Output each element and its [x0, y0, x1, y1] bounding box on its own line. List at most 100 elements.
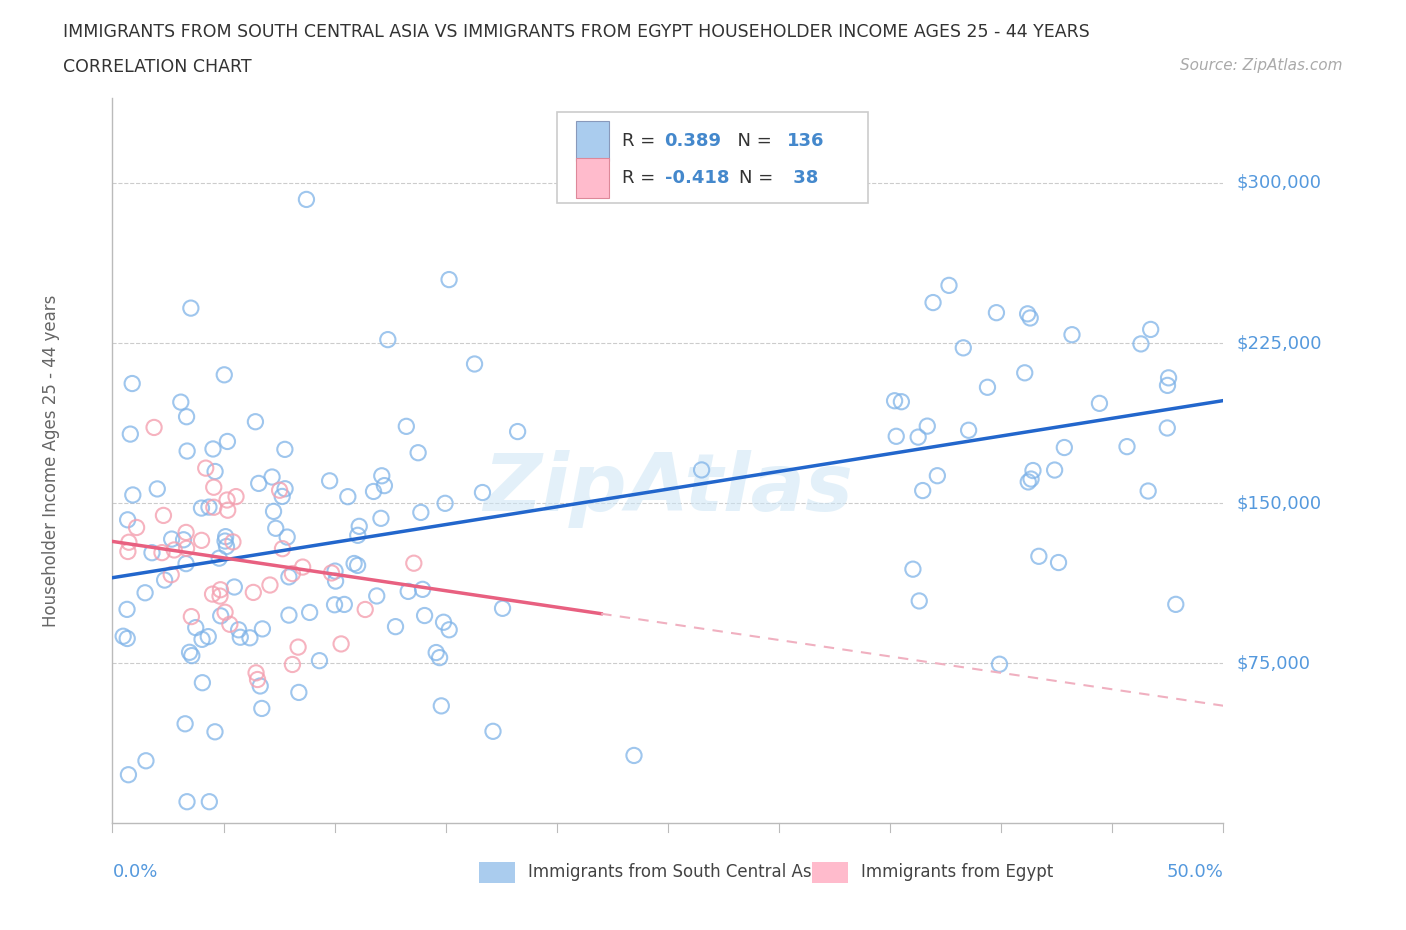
Text: IMMIGRANTS FROM SOUTH CENTRAL ASIA VS IMMIGRANTS FROM EGYPT HOUSEHOLDER INCOME A: IMMIGRANTS FROM SOUTH CENTRAL ASIA VS IM…: [63, 23, 1090, 41]
Point: [174, 716, 197, 731]
Point: [218, 617, 240, 631]
Point: [190, 500, 212, 515]
Point: [174, 525, 197, 540]
Point: [308, 653, 330, 668]
Point: [246, 672, 269, 687]
Point: [117, 767, 139, 782]
Point: [1129, 337, 1152, 352]
FancyBboxPatch shape: [813, 862, 848, 883]
Point: [1043, 462, 1066, 477]
FancyBboxPatch shape: [575, 158, 609, 198]
Point: [890, 394, 912, 409]
Point: [911, 483, 934, 498]
Point: [225, 489, 247, 504]
Point: [482, 724, 505, 738]
Point: [184, 620, 207, 635]
Point: [197, 630, 219, 644]
Point: [264, 521, 287, 536]
Point: [321, 565, 343, 580]
Point: [252, 621, 274, 636]
Point: [198, 794, 221, 809]
Point: [112, 629, 135, 644]
Point: [986, 305, 1008, 320]
Point: [153, 573, 176, 588]
Point: [262, 470, 284, 485]
Point: [318, 473, 340, 488]
Point: [384, 619, 406, 634]
Point: [176, 541, 198, 556]
Point: [333, 597, 356, 612]
Point: [271, 541, 294, 556]
Point: [491, 601, 513, 616]
Point: [247, 476, 270, 491]
Text: 50.0%: 50.0%: [1167, 863, 1223, 881]
Point: [434, 496, 457, 511]
Point: [907, 430, 929, 445]
Point: [245, 665, 267, 680]
Point: [173, 532, 195, 547]
Point: [217, 434, 239, 449]
Point: [276, 529, 298, 544]
Point: [277, 569, 299, 584]
Point: [163, 542, 186, 557]
Point: [1137, 484, 1160, 498]
Point: [1017, 306, 1039, 321]
Point: [118, 535, 141, 550]
Point: [152, 508, 174, 523]
Point: [429, 650, 451, 665]
Point: [176, 444, 198, 458]
Point: [209, 608, 232, 623]
Text: Householder Income Ages 25 - 44 years: Householder Income Ages 25 - 44 years: [42, 294, 60, 627]
Point: [395, 418, 418, 433]
Point: [346, 528, 368, 543]
Point: [190, 533, 212, 548]
Point: [295, 192, 318, 206]
Point: [224, 579, 246, 594]
Point: [180, 300, 202, 315]
Point: [287, 640, 309, 655]
Point: [201, 442, 224, 457]
Point: [690, 462, 713, 477]
FancyBboxPatch shape: [479, 862, 515, 883]
Point: [143, 420, 166, 435]
Point: [901, 562, 924, 577]
Point: [988, 657, 1011, 671]
Point: [259, 578, 281, 592]
Point: [115, 602, 138, 617]
Point: [160, 567, 183, 582]
Point: [1019, 472, 1042, 486]
Point: [135, 753, 157, 768]
Point: [330, 636, 353, 651]
Point: [1017, 474, 1039, 489]
Point: [179, 644, 201, 659]
Point: [1047, 555, 1070, 570]
Point: [204, 464, 226, 479]
Point: [402, 556, 425, 571]
Point: [927, 469, 949, 484]
Point: [917, 418, 939, 433]
Point: [413, 608, 436, 623]
FancyBboxPatch shape: [557, 113, 868, 203]
Point: [377, 332, 399, 347]
Point: [160, 532, 183, 547]
Point: [1156, 420, 1178, 435]
Text: R =: R =: [623, 169, 661, 187]
Point: [406, 445, 429, 460]
Point: [1088, 396, 1111, 411]
Point: [214, 529, 236, 544]
Point: [201, 587, 224, 602]
Point: [174, 556, 197, 571]
Text: R =: R =: [623, 132, 661, 150]
Point: [229, 630, 252, 644]
Point: [373, 478, 395, 493]
Point: [202, 499, 225, 514]
Point: [323, 597, 346, 612]
Point: [425, 645, 447, 660]
Point: [245, 414, 267, 429]
Point: [204, 724, 226, 739]
Point: [242, 585, 264, 600]
Point: [430, 698, 453, 713]
Point: [366, 589, 388, 604]
Text: $225,000: $225,000: [1236, 334, 1322, 352]
Point: [343, 556, 366, 571]
